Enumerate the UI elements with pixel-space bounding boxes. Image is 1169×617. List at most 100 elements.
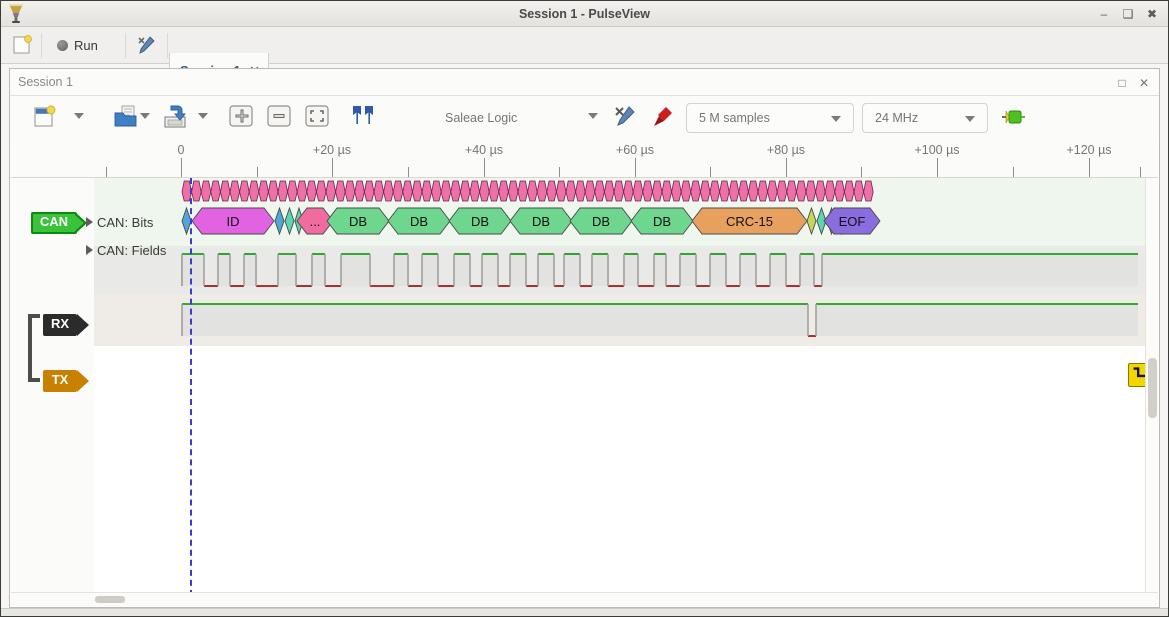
decoder-bit-cell[interactable] [632,180,644,202]
decoder-bit-cell[interactable] [546,180,557,202]
decoder-bit-cell[interactable] [498,180,509,202]
decoder-bit-cell[interactable] [690,180,701,202]
sample-count-combo[interactable]: 5 M samples [686,103,854,133]
decoder-field-block[interactable] [387,207,451,235]
decoder-bit-cell[interactable] [699,180,711,202]
decoder-bit-cell[interactable] [853,180,865,202]
decoder-bit-cell[interactable] [795,180,807,202]
decoder-bit-cell[interactable] [623,180,634,202]
decoder-bit-cell[interactable] [248,180,260,202]
cursor-markers-icon[interactable] [348,104,378,130]
decoder-bit-cell[interactable] [210,180,221,202]
decoder-bit-cell[interactable] [239,180,250,202]
decoder-field-block[interactable] [284,206,295,236]
decoder-field-block[interactable] [326,207,390,235]
decoder-bit-cell[interactable] [363,180,375,202]
decoder-bit-cell[interactable] [603,180,615,202]
decoder-bit-cell[interactable] [757,180,769,202]
decoder-field-block[interactable] [448,207,512,235]
minimize-button[interactable]: – [1100,7,1108,21]
waveform-rx[interactable] [181,253,1138,287]
decoder-bit-cell[interactable] [786,180,797,202]
device-connected-icon[interactable] [1000,106,1026,128]
decoder-bit-cell[interactable] [354,180,365,202]
decoder-field-block[interactable] [823,207,881,235]
decoder-bit-cell[interactable] [661,180,673,202]
decoder-bit-cell[interactable] [584,180,596,202]
decoder-bit-cell[interactable] [738,180,749,202]
decoder-bit-cell[interactable] [843,180,855,202]
decoder-bit-cell[interactable] [459,180,471,202]
decoder-bit-cell[interactable] [863,180,874,202]
new-session-icon[interactable] [32,104,58,130]
close-button[interactable]: ✖ [1146,7,1158,21]
decoder-bit-cell[interactable] [421,180,433,202]
decoder-bit-cell[interactable] [594,180,605,202]
vertical-scrollbar-thumb[interactable] [1148,358,1157,418]
decoder-bit-cell[interactable] [488,180,500,202]
device-settings-icon[interactable] [612,104,638,130]
decoder-bit-cell[interactable] [613,180,625,202]
signal-pill-tx[interactable] [43,370,77,392]
decoder-field-block[interactable] [191,207,275,235]
run-button[interactable]: Run [51,33,104,58]
expand-triangle-icon-bits[interactable] [86,217,93,227]
decoder-bit-cell[interactable] [479,180,490,202]
save-session-icon[interactable] [162,104,188,130]
decoder-bit-cell[interactable] [402,180,413,202]
decoder-bit-cell[interactable] [383,180,394,202]
subwindow-maximize-button[interactable]: □ [1118,76,1126,90]
device-dropdown-arrow[interactable] [588,113,598,119]
decoder-bit-cell[interactable] [527,180,538,202]
decoder-bit-cell[interactable] [306,180,317,202]
decoder-bit-cell[interactable] [709,180,721,202]
decoder-bit-cell[interactable] [536,180,548,202]
trace-view[interactable]: ID... DB DB DB DB DB DB CRC-15 EOF [11,178,1158,606]
decoder-bit-cell[interactable] [469,180,481,202]
decoder-bit-cell[interactable] [373,180,385,202]
decoder-bit-cell[interactable] [555,180,567,202]
decoder-bit-cell[interactable] [651,180,663,202]
decoder-bit-cell[interactable] [747,180,759,202]
waveform-tx[interactable] [181,303,1138,337]
decoder-field-block[interactable] [181,206,192,236]
decoder-bit-cell[interactable] [287,180,298,202]
decoder-bit-cell[interactable] [219,180,231,202]
decoder-bit-cell[interactable] [277,180,289,202]
sample-rate-combo[interactable]: 24 MHz [862,103,988,133]
decoder-bit-cell[interactable] [411,180,423,202]
decoder-bit-cell[interactable] [728,180,740,202]
decoder-bit-cell[interactable] [344,180,356,202]
settings-wrench-icon[interactable] [135,35,157,55]
decoder-bit-cell[interactable] [805,180,817,202]
decoder-bit-cell[interactable] [776,180,788,202]
decoder-bit-cell[interactable] [296,180,308,202]
decoder-field-block[interactable] [569,207,633,235]
zoom-fit-icon[interactable] [304,104,330,128]
expand-triangle-icon-fields[interactable] [86,245,93,255]
subwindow-close-button[interactable]: ✕ [1138,76,1150,90]
decoder-bit-cell[interactable] [258,180,269,202]
maximize-button[interactable]: ❑ [1122,7,1134,21]
decoder-bit-cell[interactable] [565,180,577,202]
zoom-out-icon[interactable] [266,104,292,128]
save-dropdown-arrow[interactable] [198,113,208,119]
open-dropdown-arrow[interactable] [140,113,150,119]
device-selector-label[interactable]: Saleae Logic [445,111,518,125]
decoder-bit-cell[interactable] [824,180,836,202]
decoder-bit-cell[interactable] [642,180,653,202]
decoder-bit-cell[interactable] [267,180,279,202]
decoder-bit-cell[interactable] [671,180,682,202]
decoder-bit-cell[interactable] [229,180,241,202]
decoder-bit-cell[interactable] [719,180,730,202]
decoder-bit-cell[interactable] [392,180,404,202]
decoder-bit-cell[interactable] [680,180,692,202]
decoder-field-block[interactable] [630,207,694,235]
open-folder-icon[interactable] [113,104,139,130]
decoder-field-block[interactable] [691,207,808,235]
probe-pin-icon[interactable] [651,104,675,130]
decoder-bit-cell[interactable] [325,180,337,202]
decoder-bit-cell[interactable] [767,180,778,202]
decoder-bit-cell[interactable] [507,180,519,202]
new-document-icon[interactable] [11,34,33,56]
